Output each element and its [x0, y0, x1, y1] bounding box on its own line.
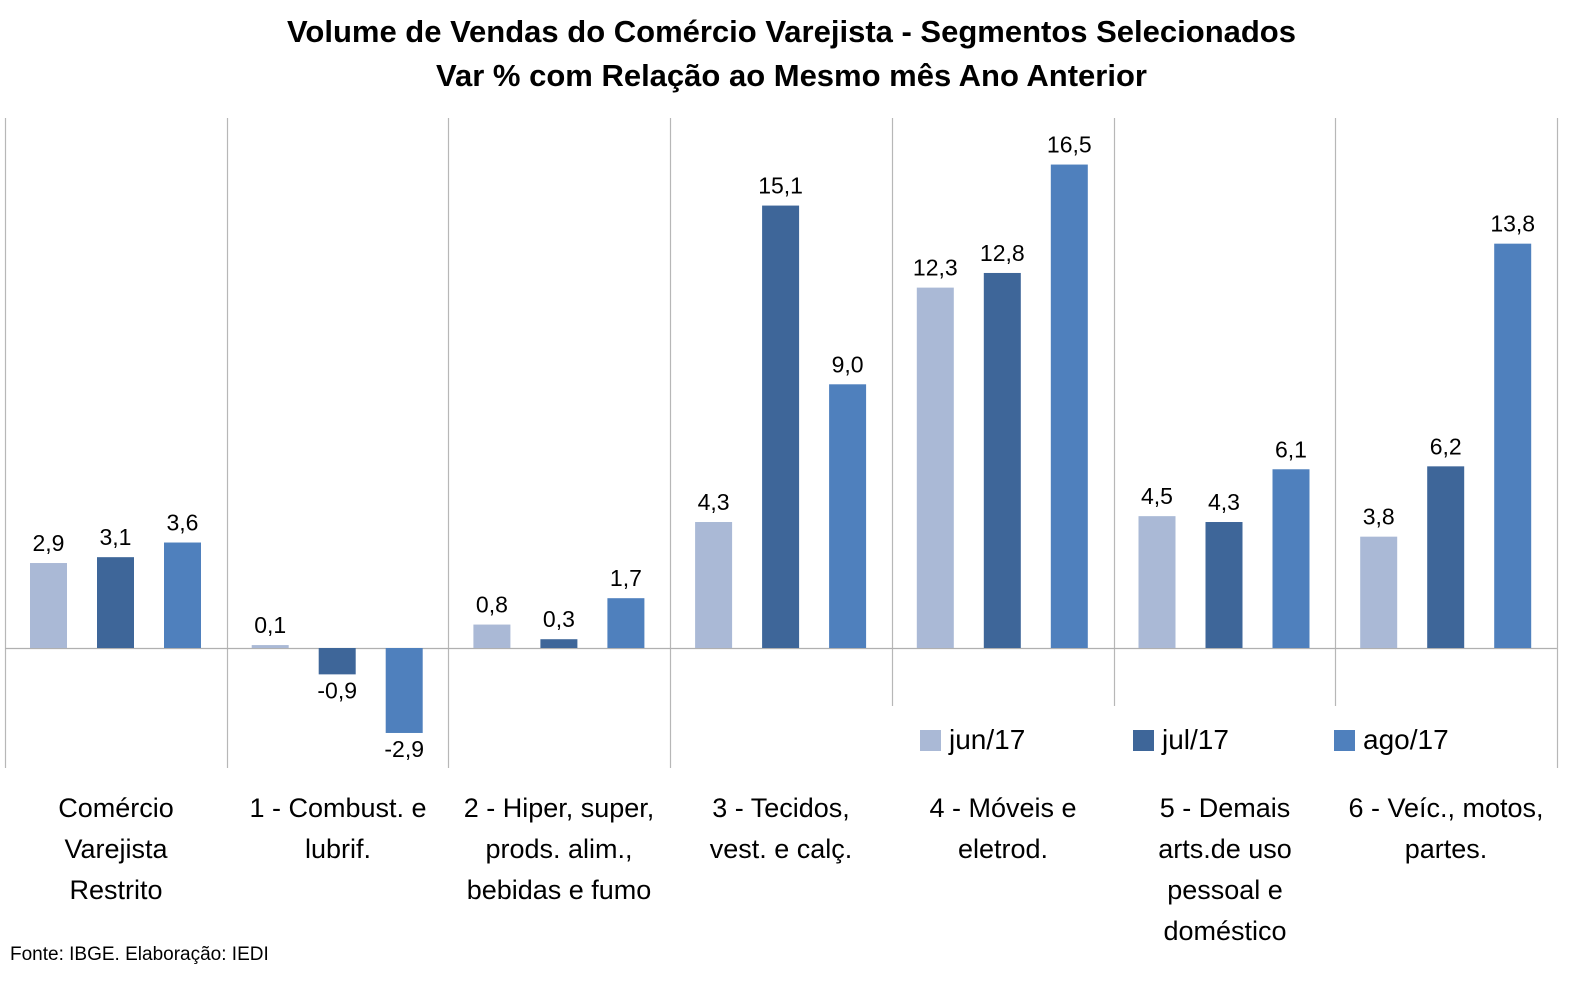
data-label: 15,1 [758, 173, 803, 199]
legend-swatch [920, 729, 941, 751]
data-label: 0,3 [543, 606, 575, 632]
data-label: 13,8 [1490, 211, 1535, 237]
category-label-line: bebidas e fumo [466, 875, 652, 905]
category-label: Comércio Varejista Restrito [5, 788, 227, 911]
legend-item: jun/17 [920, 720, 1025, 760]
data-label: 9,0 [832, 351, 864, 377]
data-label: 0,1 [254, 612, 286, 638]
category-label-line: 5 - Demais [1159, 793, 1291, 823]
data-label: 4,3 [1208, 489, 1240, 515]
category-label: 3 - Tecidos, vest. e calç. [670, 788, 892, 870]
bar-jul-17 [1205, 522, 1243, 648]
bar-ago-17 [385, 648, 423, 733]
category-label-line: prods. alim., [485, 834, 633, 864]
legend-item: jul/17 [1133, 720, 1229, 760]
bar-jun-17 [916, 287, 954, 648]
category-label-line: Restrito [69, 875, 163, 905]
bar-jul-17 [540, 639, 578, 648]
data-label: 3,1 [100, 524, 132, 550]
bar-jul-17 [1427, 466, 1465, 648]
category-label: 2 - Hiper, super, prods. alim., bebidas e … [448, 788, 670, 911]
bar-ago-17 [607, 598, 645, 648]
category-label-line: 3 - Tecidos, [712, 793, 850, 823]
bar-jul-17 [762, 205, 800, 648]
bar-jul-17 [97, 557, 134, 648]
data-label: 1,7 [610, 565, 642, 591]
legend-label: jun/17 [949, 724, 1026, 755]
category-label: 6 - Veíc., motos, partes. [1335, 788, 1557, 870]
data-label: 2,9 [33, 530, 65, 556]
data-label: 3,8 [1363, 504, 1395, 530]
category-label-line: Varejista [64, 834, 168, 864]
category-label-line: pessoal e [1167, 875, 1283, 905]
bar-jun-17 [1360, 536, 1398, 648]
category-label-line: partes. [1404, 834, 1488, 864]
category-label-line: eletrod. [957, 834, 1049, 864]
bar-jun-17 [30, 563, 67, 648]
data-label: 12,8 [980, 240, 1025, 266]
chart-title-line1: Volume de Vendas do Comércio Varejista -… [287, 14, 1296, 49]
category-label-line: lubrif. [304, 834, 372, 864]
bar-jul-17 [983, 272, 1021, 648]
bar-jun-17 [695, 522, 733, 648]
legend-item: ago/17 [1334, 720, 1449, 760]
bar-jun-17 [473, 624, 511, 648]
data-label: 16,5 [1047, 132, 1092, 158]
data-label: 12,3 [913, 255, 958, 281]
category-label-line: Comércio [58, 793, 174, 823]
bar-ago-17 [164, 542, 201, 648]
category-label-line: 2 - Hiper, super, [463, 793, 655, 823]
category-label: 4 - Móveis e eletrod. [892, 788, 1114, 870]
legend-swatch [1133, 729, 1154, 751]
data-label: -2,9 [384, 736, 424, 762]
bar-jun-17 [1138, 516, 1176, 648]
data-label: 6,2 [1430, 433, 1462, 459]
data-label: 3,6 [167, 510, 199, 536]
bar-ago-17 [829, 384, 867, 648]
data-label: 4,5 [1141, 483, 1173, 509]
chart-subtitle: Var % com Relação ao Mesmo mês Ano Anter… [436, 58, 1147, 93]
legend-label: ago/17 [1363, 724, 1449, 755]
data-label: 4,3 [698, 489, 730, 515]
bar-jul-17 [318, 648, 356, 675]
category-label-line: 1 - Combust. e [249, 793, 427, 823]
category-label-line: doméstico [1163, 916, 1287, 946]
legend-label: jul/17 [1162, 724, 1229, 755]
category-label-line: vest. e calç. [709, 834, 853, 864]
category-label-line: 6 - Veíc., motos, [1348, 793, 1544, 823]
bar-ago-17 [1494, 243, 1532, 648]
legend-swatch [1334, 729, 1355, 751]
bar-jun-17 [251, 645, 289, 648]
category-label-line: arts.de uso [1158, 834, 1292, 864]
data-label: -0,9 [317, 677, 357, 703]
chart-title: Volume de Vendas do Comércio Varejista -… [0, 10, 1583, 98]
category-label: 1 - Combust. e lubrif. [227, 788, 449, 870]
bar-ago-17 [1050, 164, 1088, 649]
data-label: 6,1 [1275, 436, 1307, 462]
category-label: 5 - Demais arts.de uso pessoal e doméstico [1114, 788, 1336, 952]
data-label: 0,8 [476, 592, 508, 618]
category-label-line: 4 - Móveis e [929, 793, 1077, 823]
source-note: Fonte: IBGE. Elaboração: IEDI [10, 944, 269, 965]
bar-ago-17 [1272, 469, 1310, 648]
